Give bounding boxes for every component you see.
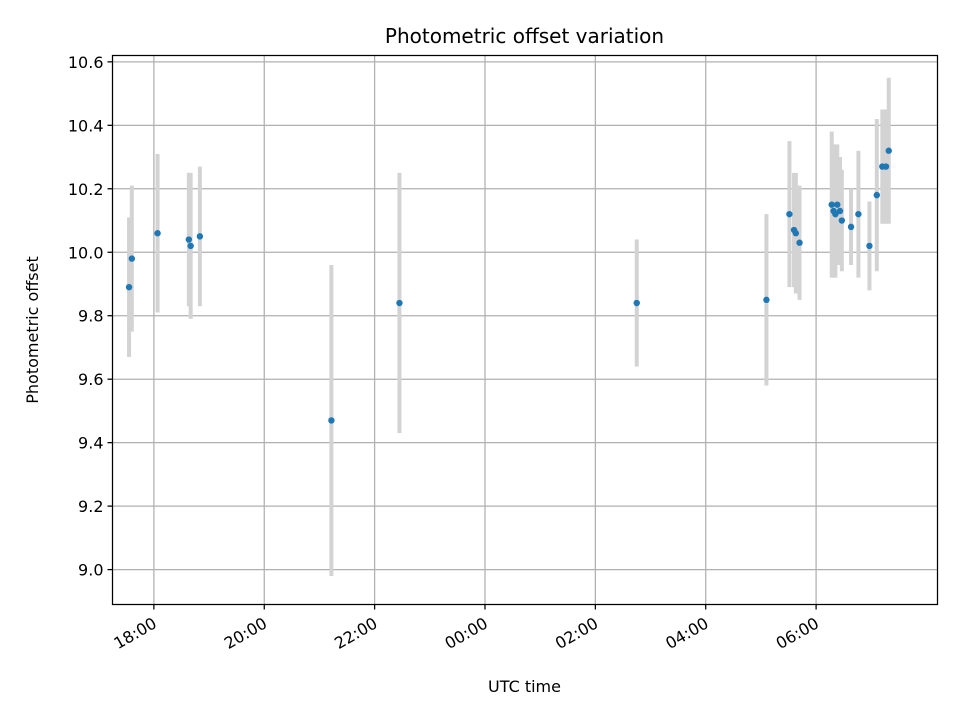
data-point — [828, 201, 835, 208]
data-point — [855, 210, 862, 218]
y-axis-ticks: 9.0 9.2 9.4 9.6 9.8 10.0 10.2 10.4 10.6 — [68, 53, 113, 580]
data-point — [847, 223, 855, 231]
data-point — [786, 210, 793, 218]
x-axis-label: UTC time — [488, 677, 561, 696]
data-point — [866, 242, 873, 250]
data-point — [885, 147, 892, 154]
data-point — [128, 255, 136, 262]
data-point — [187, 242, 194, 250]
data-point — [834, 201, 841, 208]
data-point — [796, 239, 803, 246]
data-point — [838, 217, 846, 224]
y-tick-label: 9.8 — [78, 307, 103, 326]
y-tick-label: 10.4 — [68, 116, 104, 135]
data-point — [763, 296, 770, 304]
data-point — [836, 207, 844, 215]
data-point — [873, 191, 880, 199]
y-tick-label: 9.4 — [78, 434, 103, 453]
y-tick-label: 10.2 — [68, 180, 104, 199]
data-point — [792, 230, 800, 237]
grid-layer — [112, 55, 938, 605]
y-tick-label: 9.2 — [78, 497, 103, 516]
data-point — [832, 210, 839, 218]
y-axis-label: Photometric offset — [23, 256, 42, 404]
data-point — [154, 230, 161, 237]
chart-title: Photometric offset variation — [385, 24, 664, 48]
plot-frame — [111, 54, 939, 606]
data-point — [196, 233, 204, 240]
y-tick-label: 10.6 — [68, 53, 104, 72]
data-point — [125, 283, 133, 291]
data-point — [396, 299, 403, 307]
y-tick-label: 9.0 — [78, 561, 103, 580]
data-point — [633, 299, 640, 307]
marker-layer — [125, 147, 892, 424]
data-point — [185, 236, 193, 243]
y-tick-label: 9.6 — [78, 370, 103, 389]
y-tick-label: 10.0 — [68, 243, 104, 262]
data-point — [328, 417, 335, 424]
data-point — [882, 163, 890, 170]
